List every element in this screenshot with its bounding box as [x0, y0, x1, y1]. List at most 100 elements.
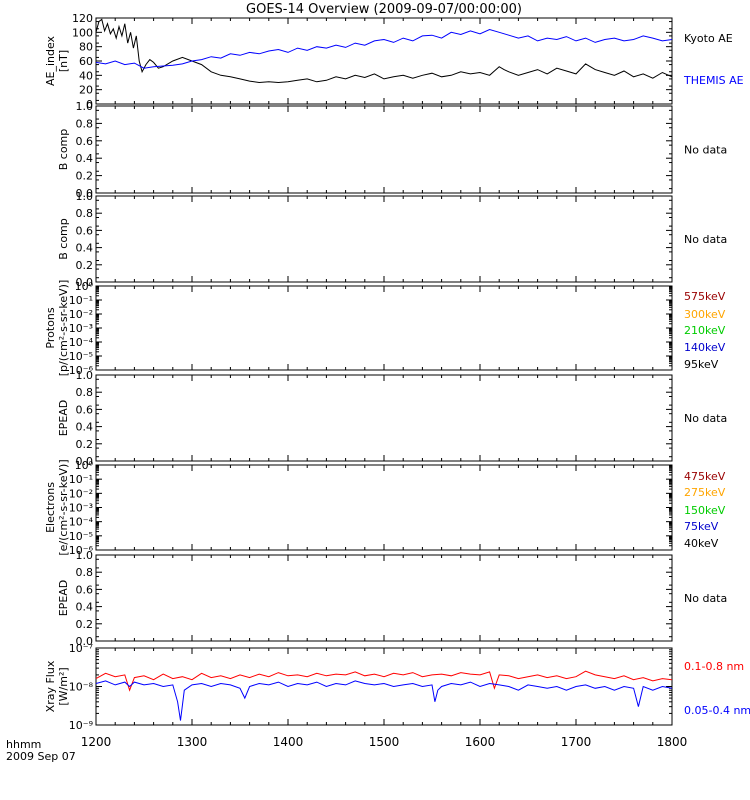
series-0.1-0.8-nm — [95, 670, 673, 692]
legend-entry: 40keV — [684, 537, 719, 550]
y-tick-label: 1.0 — [76, 369, 94, 382]
y-tick-label: 10⁻³ — [69, 322, 93, 335]
y-axis-label: B comp — [57, 129, 70, 171]
y-tick-label: 10⁻⁶ — [69, 364, 94, 377]
panel-frame — [95, 285, 673, 371]
y-tick-label: 0 — [86, 98, 93, 111]
legend-entry: 575keV — [684, 290, 726, 303]
y-tick-label: 10⁻¹ — [69, 473, 93, 486]
legend-entry: 75keV — [684, 520, 719, 533]
panel-xray: 10⁻⁹ 10⁻⁸ 10⁻⁷ Xray Flux [W/m²] 0.1-0.8 nm 0.0… — [44, 642, 750, 732]
y-tick-label: 10⁻⁹ — [69, 719, 93, 732]
y-tick-label: 60 — [79, 55, 93, 68]
x-axis-label: hhmm — [6, 738, 41, 751]
y-tick-label: 0.2 — [76, 618, 94, 631]
y-tick-label: 0.6 — [76, 135, 94, 148]
panel-bcomp1: 0.0 0.2 0.4 0.6 0.8 1.0 B comp No data — [57, 100, 727, 200]
y-tick-label: 1.0 — [76, 100, 94, 113]
y-tick-label: 10⁻⁷ — [69, 642, 93, 655]
y-tick-label: 0.0 — [76, 455, 94, 468]
legend-entry: 140keV — [684, 341, 726, 354]
legend-entry: 300keV — [684, 308, 726, 321]
y-axis-label: Electrons — [44, 482, 57, 533]
y-tick-label: 0.8 — [76, 386, 94, 399]
y-tick-label: 80 — [79, 41, 93, 54]
y-axis-label: EPEAD — [57, 400, 70, 437]
legend-entry: 475keV — [684, 470, 726, 483]
y-axis-unit: [nT] — [57, 50, 70, 72]
panel-frame — [95, 647, 673, 726]
y-tick-label: 10⁰ — [75, 280, 94, 293]
series-themis-ae — [95, 28, 673, 69]
x-tick-label: 1500 — [369, 735, 400, 749]
y-axis-label: B comp — [57, 218, 70, 260]
series-0.05-0.4-nm — [95, 680, 673, 721]
y-tick-label: 100 — [72, 26, 93, 39]
y-axis-unit: [p/(cm²-s-sr-keV)] — [57, 280, 70, 377]
y-tick-label: 40 — [79, 69, 93, 82]
x-tick-label: 1400 — [273, 735, 304, 749]
x-axis-date: 2009 Sep 07 — [6, 750, 76, 763]
y-tick-label: 0.2 — [76, 259, 94, 272]
legend-entry: 0.05-0.4 nm — [684, 704, 750, 717]
panel-epead2: 0.0 0.2 0.4 0.6 0.8 1.0 EPEAD No data — [57, 549, 727, 648]
legend-entry: THEMIS AE — [683, 74, 744, 87]
y-tick-label: 0.2 — [76, 170, 94, 183]
x-tick-label: 1600 — [465, 735, 496, 749]
y-tick-label: 0.0 — [76, 187, 94, 200]
y-axis-label: EPEAD — [57, 580, 70, 617]
x-tick-label: 1200 — [81, 735, 112, 749]
y-tick-label: 0.4 — [76, 601, 94, 614]
y-tick-label: 0.6 — [76, 403, 94, 416]
y-tick-label: 1.0 — [76, 549, 94, 562]
legend-entry: 150keV — [684, 504, 726, 517]
no-data-label: No data — [684, 412, 727, 425]
legend-entry: 210keV — [684, 324, 726, 337]
y-tick-label: 1.0 — [76, 190, 94, 203]
panel-epead1: 0.0 0.2 0.4 0.6 0.8 1.0 EPEAD No data — [57, 369, 727, 468]
y-tick-label: 0.2 — [76, 438, 94, 451]
y-tick-label: 10⁻⁵ — [69, 350, 93, 363]
y-tick-label: 0.0 — [76, 635, 94, 648]
no-data-label: No data — [684, 592, 727, 605]
panel-frame — [95, 374, 673, 462]
y-tick-label: 0.0 — [76, 276, 94, 289]
y-axis-label: AE_index — [44, 35, 57, 86]
y-tick-label: 0.6 — [76, 224, 94, 237]
x-tick-label: 1700 — [561, 735, 592, 749]
y-tick-label: 20 — [79, 84, 93, 97]
y-tick-label: 0.8 — [76, 566, 94, 579]
series-kyoto-ae — [95, 18, 673, 84]
x-tick-label: 1800 — [657, 735, 688, 749]
legend-entry: Kyoto AE — [684, 32, 733, 45]
no-data-label: No data — [684, 233, 727, 246]
y-tick-label: 0.4 — [76, 242, 94, 255]
y-tick-label: 0.8 — [76, 207, 94, 220]
panel-bcomp2: 0.0 0.2 0.4 0.6 0.8 1.0 B comp No data — [57, 190, 727, 289]
legend-entry: 0.1-0.8 nm — [684, 660, 744, 673]
y-tick-label: 0.4 — [76, 421, 94, 434]
y-tick-label: 10⁻² — [69, 487, 93, 500]
y-tick-label: 10⁻⁴ — [69, 336, 94, 349]
y-tick-label: 10⁻² — [69, 308, 93, 321]
panel-frame — [95, 464, 673, 551]
y-tick-label: 0.4 — [76, 152, 94, 165]
x-tick-label: 1300 — [177, 735, 208, 749]
y-tick-label: 0.8 — [76, 117, 94, 130]
panel-frame — [95, 105, 673, 194]
y-tick-label: 10⁻⁸ — [69, 681, 94, 694]
y-axis-label: Xray Flux — [44, 660, 57, 712]
plot-title: GOES-14 Overview (2009-09-07/00:00:00) — [246, 2, 522, 17]
y-tick-label: 10⁻¹ — [69, 294, 93, 307]
y-tick-label: 10⁻⁵ — [69, 530, 93, 543]
panel-frame — [95, 554, 673, 642]
y-axis-label: Protons — [44, 307, 57, 348]
panel-frame — [95, 195, 673, 283]
y-tick-label: 10⁻³ — [69, 502, 93, 515]
panel-frame — [95, 17, 673, 105]
